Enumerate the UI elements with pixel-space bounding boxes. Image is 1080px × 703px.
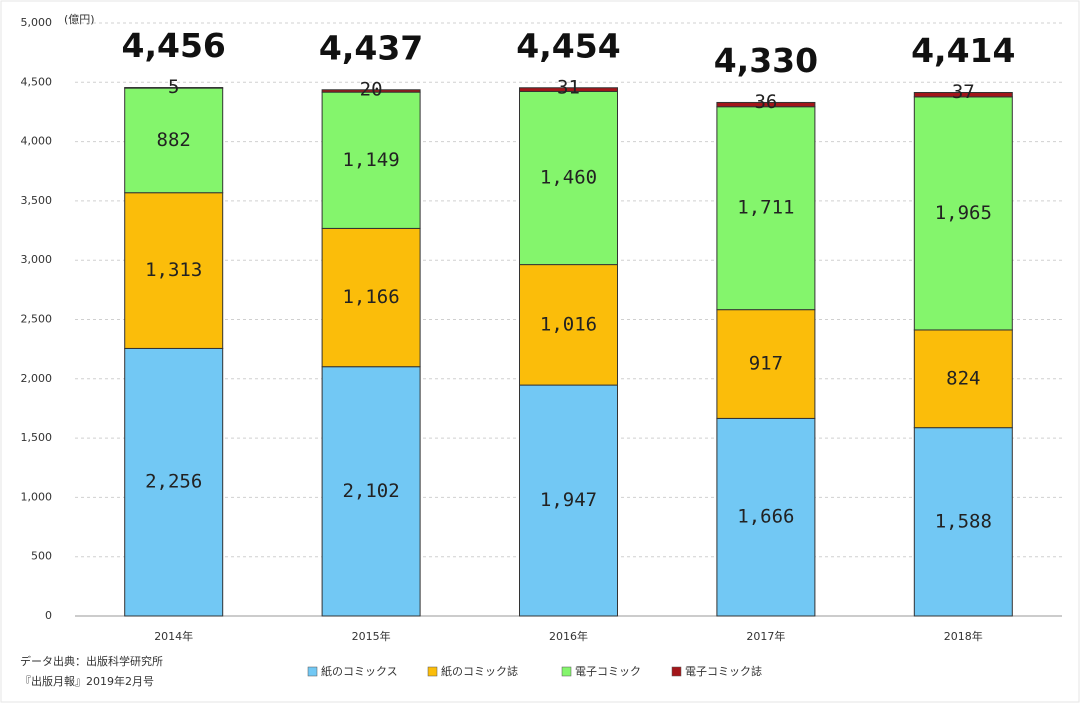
data-label: 1,166: [342, 286, 399, 308]
data-label: 2,102: [342, 480, 399, 502]
y-unit: (億円): [64, 13, 95, 26]
bar-segment: [519, 90, 618, 266]
x-tick-label: 2018年: [944, 629, 983, 643]
bar-segment: [716, 417, 816, 617]
legend-swatch: [307, 666, 318, 677]
y-tick-label: 2,000: [21, 372, 53, 385]
legend-label: 紙のコミック誌: [441, 664, 518, 678]
data-label: 824: [946, 367, 980, 389]
data-label: 917: [749, 353, 783, 375]
data-label: 5: [168, 76, 179, 98]
y-tick-label: 1,000: [21, 490, 53, 503]
data-label: 1,666: [737, 506, 794, 528]
legend-label: 電子コミック誌: [685, 664, 762, 678]
bar-segment: [716, 101, 816, 108]
bar-segment: [124, 347, 224, 617]
legend-swatch: [671, 666, 682, 677]
y-tick-label: 4,000: [21, 135, 53, 148]
bar-segment: [913, 427, 1013, 617]
source-note: データ出典：出版科学研究所: [20, 654, 163, 668]
bar-segment: [321, 91, 421, 229]
legend-swatch: [427, 666, 438, 677]
data-label: 882: [157, 129, 191, 151]
bar-segment: [913, 91, 1013, 98]
bar-segment: [716, 309, 816, 419]
bar-segment: [913, 329, 1013, 429]
x-tick-label: 2016年: [549, 629, 588, 643]
bar-segment: [321, 366, 421, 617]
data-label: 2,256: [145, 471, 202, 493]
data-label: 31: [557, 76, 580, 98]
data-label: 1,149: [342, 149, 399, 171]
x-tick-label: 2015年: [352, 629, 391, 643]
data-label: 1,947: [540, 489, 597, 511]
bar-segment: [124, 87, 224, 89]
y-tick-label: 3,500: [21, 194, 53, 207]
data-label: 1,588: [935, 510, 992, 532]
data-label: 1,460: [540, 167, 597, 189]
total-label: 4,414: [911, 31, 1015, 70]
y-tick-label: 0: [45, 609, 52, 622]
bar-segment: [716, 106, 816, 311]
data-label: 1,711: [737, 197, 794, 219]
bar-segment: [519, 87, 618, 92]
data-label: 1,965: [935, 202, 992, 224]
legend-swatch: [561, 666, 572, 677]
bar-segment: [519, 384, 618, 617]
data-label: 36: [754, 91, 777, 113]
data-label: 20: [360, 78, 383, 100]
x-tick-label: 2017年: [746, 629, 785, 643]
data-label: 1,313: [145, 259, 202, 281]
y-tick-label: 2,500: [21, 313, 53, 326]
data-label: 1,016: [540, 313, 597, 335]
total-label: 4,437: [319, 28, 423, 67]
total-label: 4,456: [122, 26, 226, 65]
legend-label: 紙のコミックス: [321, 664, 398, 678]
bar-segment: [321, 89, 421, 93]
y-tick-label: 1,500: [21, 431, 53, 444]
y-tick-label: 5,000: [21, 16, 53, 29]
bar-segment: [321, 227, 421, 368]
total-label: 4,330: [714, 41, 818, 80]
y-tick-label: 500: [31, 550, 52, 563]
bar-segment: [519, 264, 618, 386]
x-tick-label: 2014年: [154, 629, 193, 643]
data-label: 37: [952, 81, 975, 103]
y-tick-label: 3,000: [21, 253, 53, 266]
legend-label: 電子コミック: [575, 665, 641, 678]
source-note: 『出版月報』2019年2月号: [20, 674, 154, 688]
y-tick-label: 4,500: [21, 75, 53, 88]
total-label: 4,454: [516, 26, 620, 65]
